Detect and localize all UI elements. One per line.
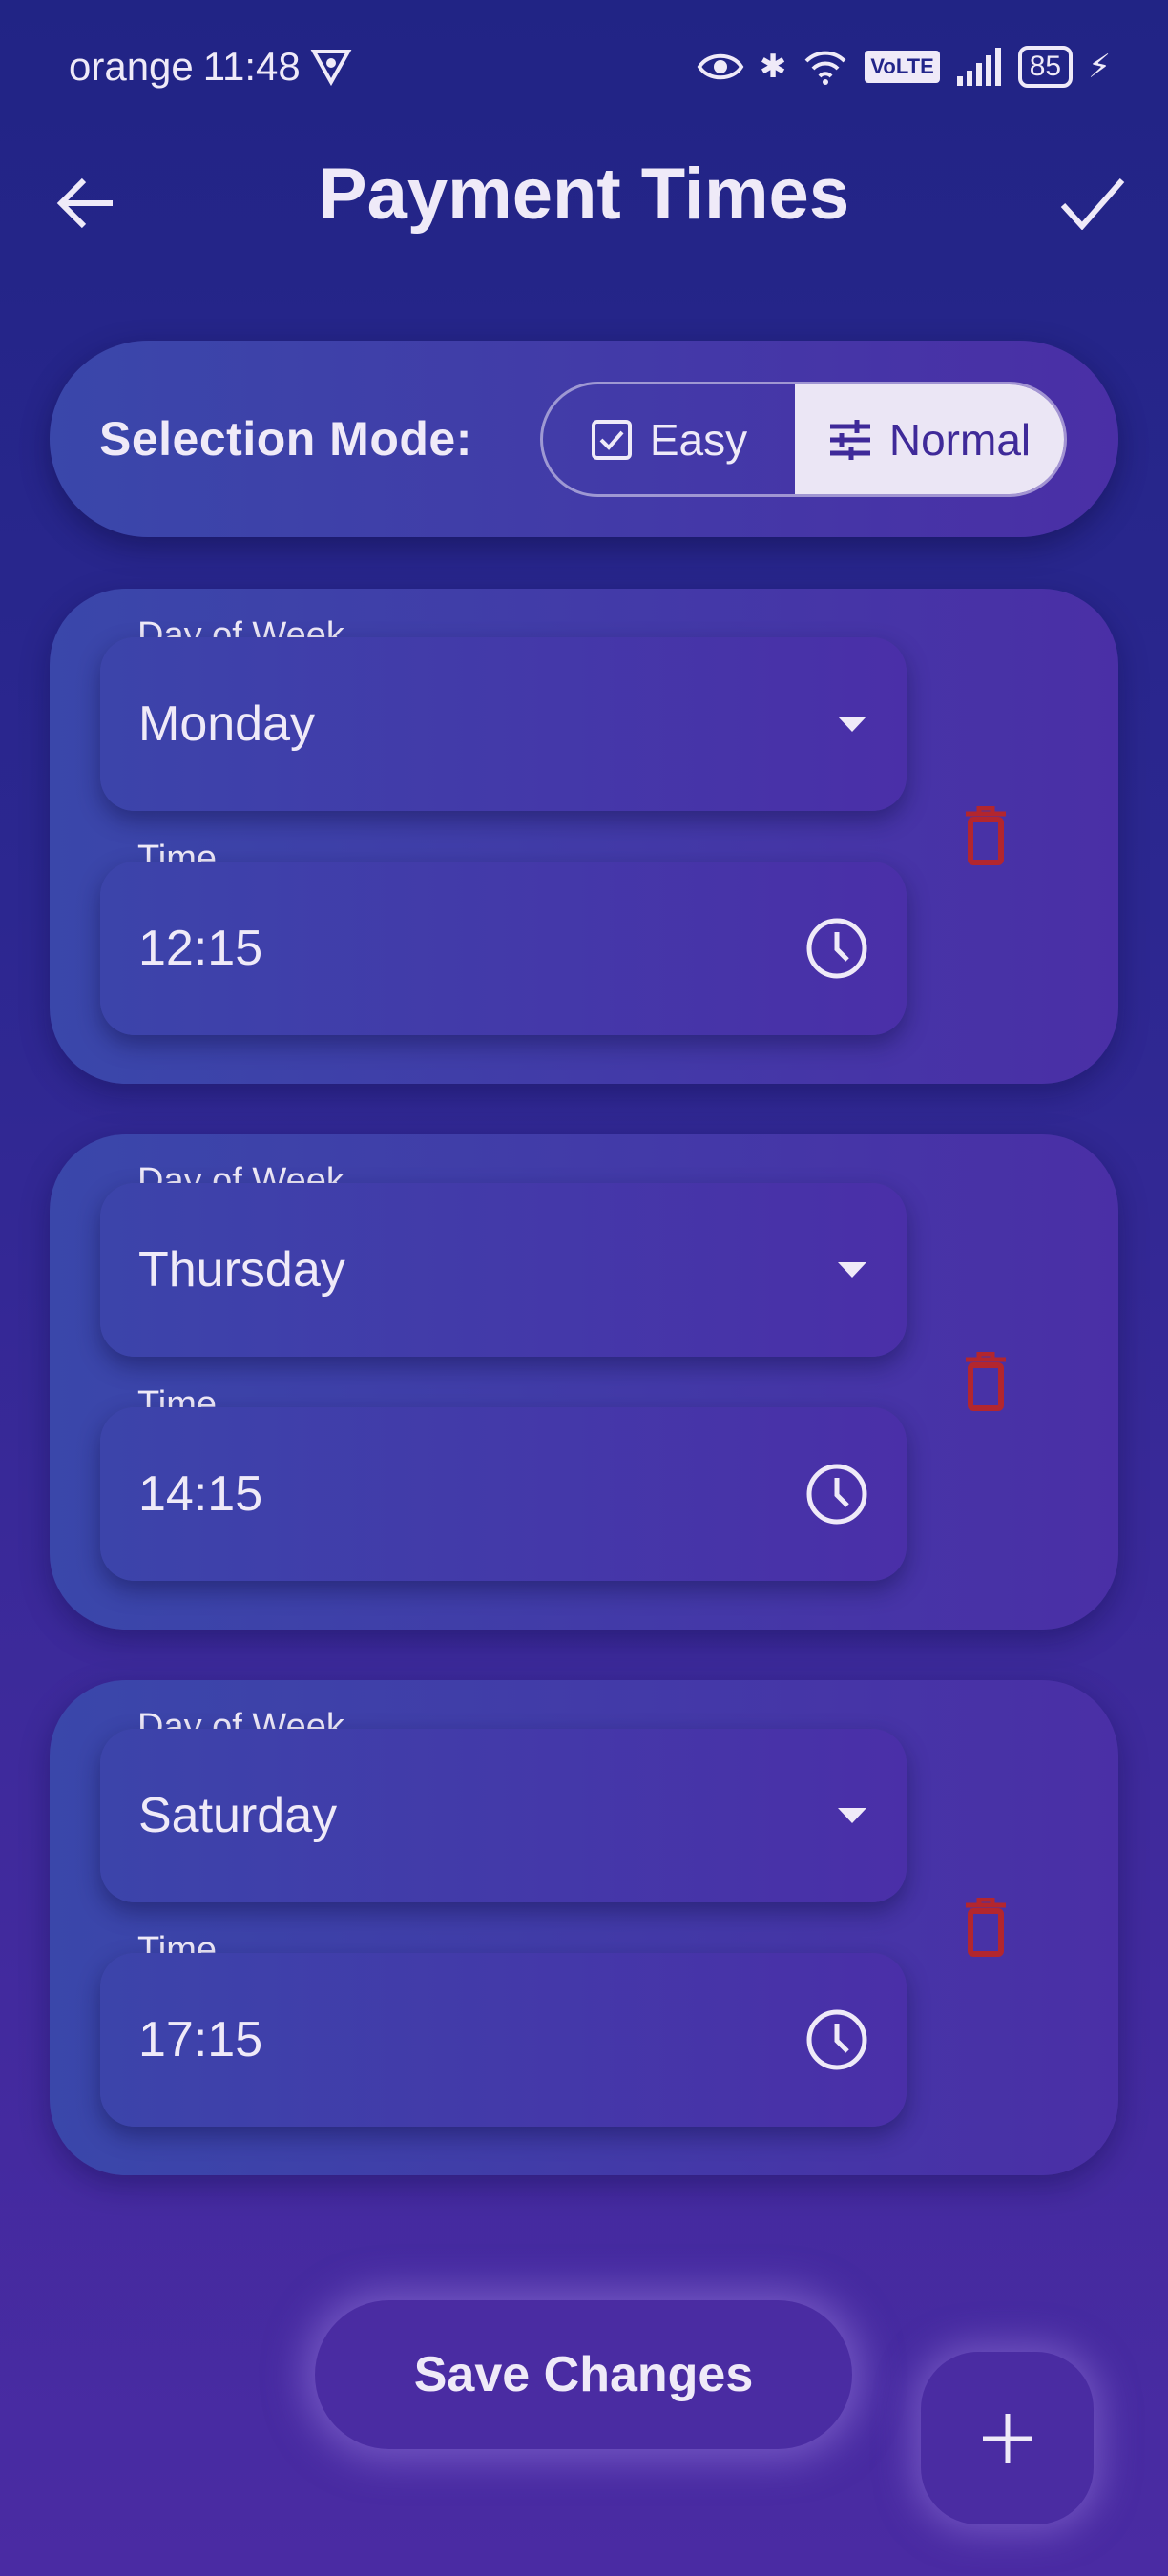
mode-option-easy[interactable]: Easy: [543, 384, 795, 494]
status-bar: orange 11:48 ✱ VoLTE 85 ⚡: [69, 40, 1111, 93]
vpn-icon: [310, 50, 352, 86]
sliders-icon: [829, 419, 870, 460]
plus-icon: [982, 2413, 1032, 2463]
time-field[interactable]: 12:15: [100, 862, 907, 1035]
charging-icon: ⚡: [1088, 49, 1111, 85]
battery-icon: 85: [1017, 46, 1074, 88]
time-field[interactable]: 17:15: [100, 1953, 907, 2127]
payment-time-card: Day of Week Thursday Time 14:15: [50, 1134, 1118, 1630]
eye-icon: [697, 53, 744, 80]
selection-mode-toggle: Easy Normal: [540, 382, 1067, 497]
mode-option-normal-label: Normal: [888, 414, 1032, 465]
time-value: 12:15: [138, 921, 263, 976]
confirm-button[interactable]: [1050, 160, 1136, 246]
bluetooth-icon: ✱: [759, 49, 787, 85]
mode-option-normal[interactable]: Normal: [795, 384, 1064, 494]
carrier: orange: [69, 44, 194, 89]
back-button[interactable]: [43, 160, 129, 246]
dropdown-arrow-icon: [838, 1262, 866, 1278]
delete-icon[interactable]: [964, 806, 1008, 865]
time-field[interactable]: 14:15: [100, 1407, 907, 1581]
clock: 11:48: [202, 44, 301, 89]
page-title: Payment Times: [318, 154, 850, 235]
day-of-week-dropdown[interactable]: Monday: [100, 637, 907, 811]
wifi-icon: [804, 51, 846, 85]
payment-time-card: Day of Week Saturday Time 17:15: [50, 1680, 1118, 2175]
check-icon: [1060, 178, 1125, 230]
day-of-week-dropdown[interactable]: Thursday: [100, 1183, 907, 1357]
time-value: 14:15: [138, 1466, 263, 1522]
mode-option-easy-label: Easy: [649, 414, 748, 465]
selection-mode-card: Selection Mode: Easy Normal: [50, 341, 1118, 537]
delete-icon[interactable]: [964, 1352, 1008, 1411]
clock-icon[interactable]: [805, 1463, 868, 1526]
checkbox-icon: [591, 419, 632, 460]
volte-badge: VoLTE: [865, 51, 940, 83]
add-payment-time-button[interactable]: [921, 2352, 1094, 2524]
save-changes-button[interactable]: Save Changes: [315, 2300, 852, 2449]
delete-icon[interactable]: [964, 1898, 1008, 1957]
clock-icon[interactable]: [805, 2008, 868, 2071]
arrow-left-icon: [56, 177, 113, 229]
signal-icon: [956, 48, 1001, 86]
day-of-week-value: Saturday: [138, 1788, 338, 1843]
day-of-week-dropdown[interactable]: Saturday: [100, 1729, 907, 1902]
clock-icon[interactable]: [805, 917, 868, 980]
time-value: 17:15: [138, 2012, 263, 2067]
dropdown-arrow-icon: [838, 717, 866, 732]
dropdown-arrow-icon: [838, 1808, 866, 1823]
day-of-week-value: Monday: [138, 696, 315, 752]
selection-mode-label: Selection Mode:: [99, 412, 472, 466]
payment-time-card: Day of Week Monday Time 12:15: [50, 589, 1118, 1084]
day-of-week-value: Thursday: [138, 1242, 345, 1298]
